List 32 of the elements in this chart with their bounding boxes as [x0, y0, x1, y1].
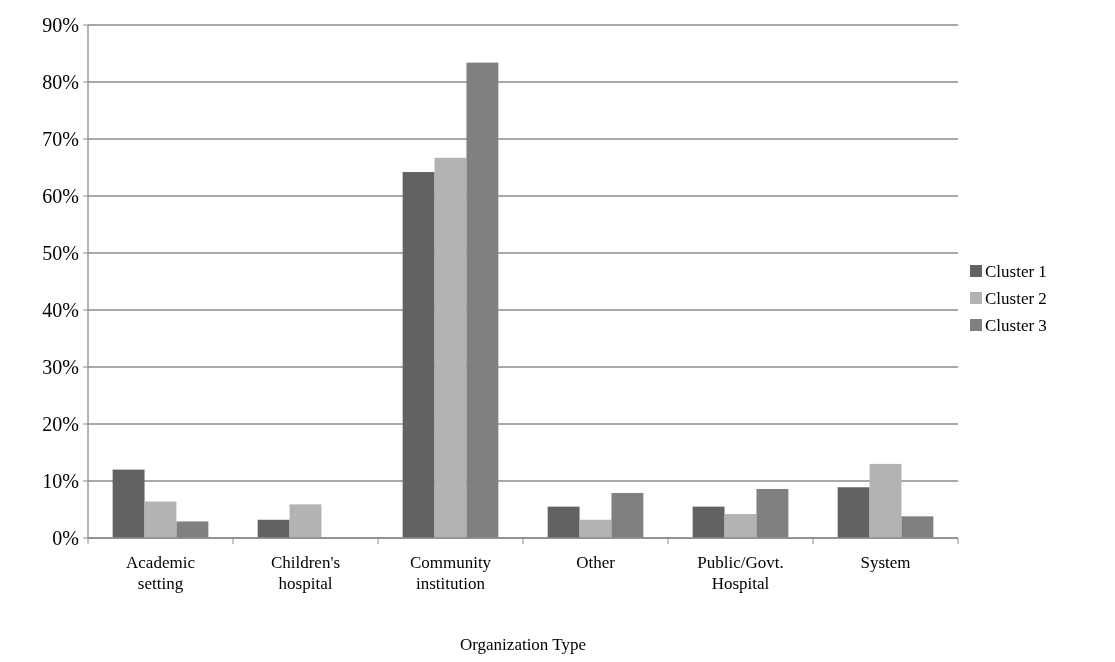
y-tick-label: 0%: [52, 527, 79, 549]
y-tick-label: 70%: [42, 128, 79, 150]
bar: [112, 469, 145, 538]
x-tick-label: Academic setting: [126, 553, 196, 593]
x-axis-title: Organization Type: [459, 635, 587, 654]
legend-label: Cluster 2: [985, 288, 1047, 308]
x-tick-label: System: [860, 553, 911, 572]
bar: [144, 501, 177, 538]
y-tick-label: 80%: [42, 71, 79, 93]
x-tick-label: Community institution: [409, 553, 492, 593]
y-tick-label: 90%: [42, 14, 79, 36]
bar: [289, 504, 322, 538]
y-tick-label: 10%: [42, 470, 79, 492]
bar: [692, 506, 725, 538]
x-tick-label: Children's hospital: [270, 553, 341, 593]
bar: [547, 506, 580, 538]
legend-label: Cluster 1: [985, 261, 1047, 281]
y-tick-label: 40%: [42, 299, 79, 321]
legend-label: Cluster 3: [985, 315, 1047, 335]
x-tick-label: Public/Govt. Hospital: [697, 553, 784, 593]
y-tick-label: 20%: [42, 413, 79, 435]
bar: [257, 519, 290, 538]
y-tick-label: 60%: [42, 185, 79, 207]
bar: [579, 519, 612, 538]
bar: [869, 463, 902, 538]
bar: [402, 172, 435, 538]
x-tick-label: Other: [576, 553, 616, 572]
y-tick-label: 50%: [42, 242, 79, 264]
y-tick-label: 30%: [42, 356, 79, 378]
bar: [724, 514, 757, 538]
bar: [837, 487, 870, 538]
bar: [434, 157, 467, 538]
